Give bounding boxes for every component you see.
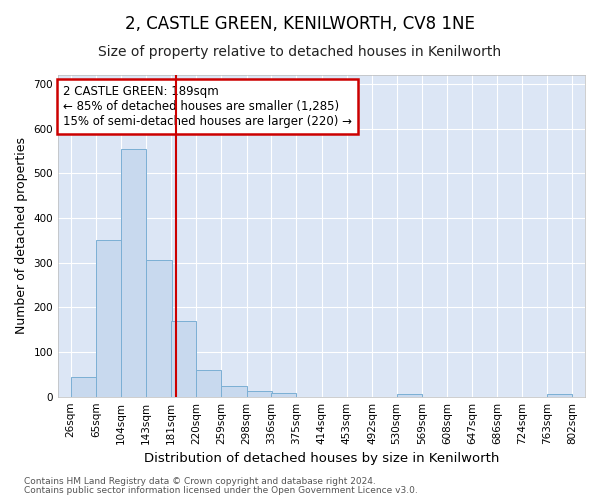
Y-axis label: Number of detached properties: Number of detached properties xyxy=(15,138,28,334)
Bar xyxy=(171,320,196,396)
Bar xyxy=(247,392,272,396)
Bar xyxy=(146,260,172,396)
X-axis label: Distribution of detached houses by size in Kenilworth: Distribution of detached houses by size … xyxy=(144,452,499,465)
Bar xyxy=(547,394,572,396)
Bar xyxy=(121,148,146,396)
Text: 2, CASTLE GREEN, KENILWORTH, CV8 1NE: 2, CASTLE GREEN, KENILWORTH, CV8 1NE xyxy=(125,15,475,33)
Text: Size of property relative to detached houses in Kenilworth: Size of property relative to detached ho… xyxy=(98,45,502,59)
Bar xyxy=(196,370,221,396)
Bar xyxy=(271,393,296,396)
Bar xyxy=(71,376,96,396)
Text: Contains public sector information licensed under the Open Government Licence v3: Contains public sector information licen… xyxy=(24,486,418,495)
Bar xyxy=(397,394,422,396)
Text: Contains HM Land Registry data © Crown copyright and database right 2024.: Contains HM Land Registry data © Crown c… xyxy=(24,477,376,486)
Text: 2 CASTLE GREEN: 189sqm
← 85% of detached houses are smaller (1,285)
15% of semi-: 2 CASTLE GREEN: 189sqm ← 85% of detached… xyxy=(64,84,352,128)
Bar xyxy=(221,386,247,396)
Bar xyxy=(96,240,121,396)
